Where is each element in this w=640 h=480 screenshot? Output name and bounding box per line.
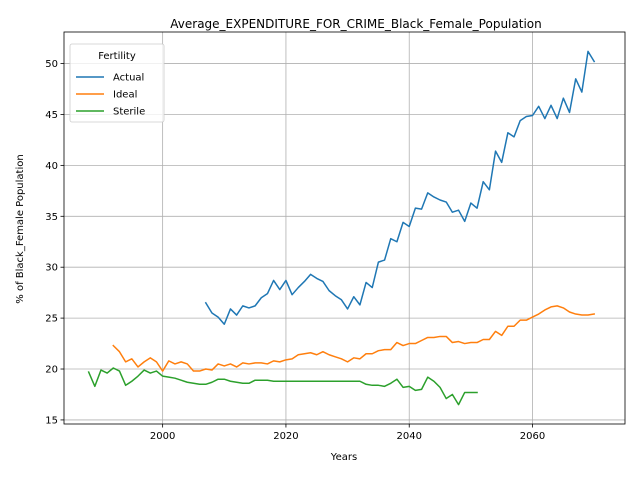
- x-tick-label: 2000: [150, 431, 175, 442]
- y-tick-label: 50: [45, 59, 58, 70]
- y-tick-label: 20: [45, 365, 58, 376]
- grid-lines: [64, 32, 625, 424]
- x-tick-label: 2060: [520, 431, 545, 442]
- chart-title: Average_EXPENDITURE_FOR_CRIME_Black_Fema…: [170, 17, 541, 31]
- series-line-actual: [204, 50, 596, 325]
- x-tick-label: 2020: [273, 431, 298, 442]
- x-axis-title: Years: [330, 452, 357, 463]
- legend-box: [69, 43, 165, 123]
- y-tick-label: 35: [45, 212, 58, 223]
- y-tick-label: 15: [45, 415, 58, 426]
- y-tick-label: 30: [45, 263, 58, 274]
- y-tick-label: 40: [45, 161, 58, 172]
- series-line-sterile: [87, 367, 478, 406]
- legend-entries: Actual Ideal Sterile: [76, 73, 145, 118]
- y-tick-label: 45: [45, 110, 58, 121]
- legend: Fertility Actual Ideal Sterile: [69, 43, 165, 123]
- plot-frame: [63, 31, 626, 425]
- series-lines: [87, 50, 596, 406]
- legend-title: Fertility: [98, 51, 136, 62]
- series-line-ideal: [112, 305, 596, 372]
- axis-ticks: 2000 2020 2040 2060 15 20 25 30 35 40 45 50: [45, 59, 545, 442]
- x-tick-label: 2040: [397, 431, 422, 442]
- y-axis-title: % of Black_Female Population: [15, 154, 26, 303]
- y-tick-label: 25: [45, 314, 58, 325]
- legend-label-ideal: Ideal: [113, 90, 137, 101]
- legend-label-sterile: Sterile: [113, 107, 145, 118]
- legend-label-actual: Actual: [113, 73, 144, 84]
